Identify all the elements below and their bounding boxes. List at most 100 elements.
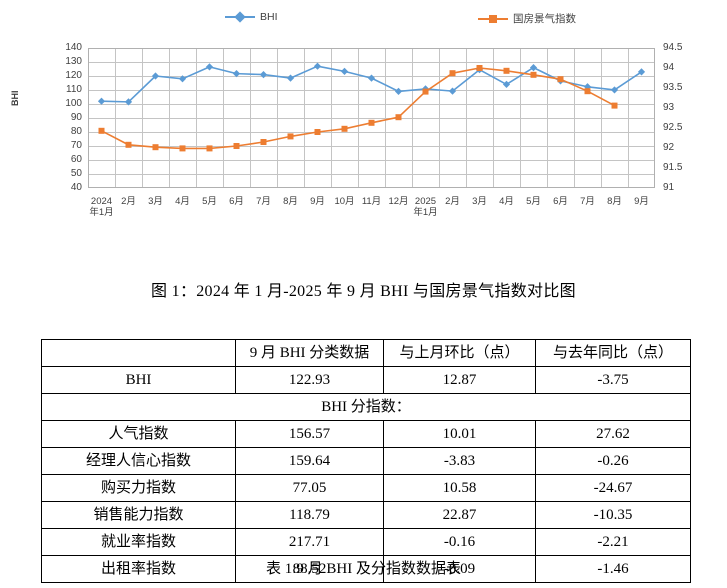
chart-legend: BHI 国房景气指数 [0,11,727,31]
table-cell-0: 118.79 [235,501,384,529]
table-cell-0: 159.64 [235,447,384,475]
legend-label-gfjq: 国房景气指数 [513,13,576,25]
y-axis-title: BHI [10,90,20,107]
x-axis-tick: 7月 [580,196,595,207]
y-axis-right-tick: 91 [663,182,675,193]
legend-marker-bhi-icon [225,11,255,23]
table-cell-0: 217.71 [235,528,384,556]
plot-area [88,48,655,188]
table-cell-0: 122.93 [235,366,384,394]
table-cell-1: -0.09 [383,555,536,583]
legend-item-gfjq[interactable]: 国房景气指数 [478,11,576,26]
y-axis-left-tick: 40 [70,182,82,193]
table-cell-1: 22.87 [383,501,536,529]
x-axis-tick: 11月 [361,196,382,207]
y-axis-right-tick: 92 [663,142,675,153]
legend-label-bhi: BHI [260,11,278,23]
table-cell-0: 77.05 [235,474,384,502]
x-axis-tick: 8月 [607,196,622,207]
table-cell-1: -3.83 [383,447,536,475]
x-axis-tick: 3月 [148,196,163,207]
x-axis-tick-year: 2025 [414,196,437,207]
x-axis-tick: 9月 [634,196,649,207]
table-header-cell-2: 与上月环比（点） [383,339,536,367]
x-axis-tick: 4月 [175,196,190,207]
y-axis-left-tick: 110 [66,84,82,95]
x-axis-tick-month: 年1月 [413,207,438,218]
y-axis-right-tick: 94 [663,62,675,73]
x-axis-tick: 7月 [256,196,271,207]
table-row-label: 购买力指数 [41,474,236,502]
y-axis-left-tick: 80 [70,126,82,137]
bhi-data-table: 9 月 BHI 分类数据 与上月环比（点） 与去年同比（点） BHI 122.93… [41,339,691,583]
y-axis-left-tick: 70 [70,140,82,151]
chart-container: BHI 国房景气指数 BHI 40 50 60 70 80 90 100 110 120 130 1… [0,0,727,300]
table-header-cell-0 [41,339,236,367]
table-row-label: 人气指数 [41,420,236,448]
table-cell-2: 27.62 [535,420,691,448]
y-axis-right-tick: 93 [663,102,675,113]
table-row: 经理人信心指数 159.64 -3.83 -0.26 [41,447,691,475]
y-axis-right-tick: 92.5 [663,122,683,133]
table-row: BHI 122.93 12.87 -3.75 [41,366,691,394]
y-axis-left-tick: 120 [65,70,82,81]
x-axis-tick-month: 年1月 [89,207,114,218]
table-row-label: BHI [41,366,236,394]
table-row: 就业率指数 217.71 -0.16 -2.21 [41,528,691,556]
y-axis-left-tick: 100 [65,98,82,109]
x-axis-tick: 2月 [445,196,460,207]
table-cell-0: 88.52 [235,555,384,583]
table-row-label: 经理人信心指数 [41,447,236,475]
x-axis-tick: 4月 [499,196,514,207]
y-axis-right-tick: 91.5 [663,162,683,173]
y-axis-left-tick: 140 [65,42,82,53]
table-cell-2: -24.67 [535,474,691,502]
x-axis-tick: 8月 [283,196,298,207]
table-cell-0: 156.57 [235,420,384,448]
chart-series [97,62,646,152]
y-axis-right-tick: 94.5 [663,42,683,53]
table-cell-2: -2.21 [535,528,691,556]
y-axis-left-tick: 60 [70,154,82,165]
table-row: 购买力指数 77.05 10.58 -24.67 [41,474,691,502]
x-axis-tick: 2025 年1月 [408,196,444,218]
x-axis-tick: 12月 [388,196,409,207]
table-cell-2: -0.26 [535,447,691,475]
table-cell-1: 12.87 [383,366,536,394]
table-row-label: 销售能力指数 [41,501,236,529]
y-axis-left-tick: 50 [70,168,82,179]
figure-caption: 图 1：2024 年 1 月-2025 年 9 月 BHI 与国房景气指数对比图 [151,283,576,300]
table-cell-2: -1.46 [535,555,691,583]
table-cell-1: 10.58 [383,474,536,502]
x-axis-tick: 10月 [334,196,355,207]
table-cell-1: -0.16 [383,528,536,556]
table-row-label: 就业率指数 [41,528,236,556]
chart-gridlines [88,48,655,188]
table-row: BHI 分指数： [41,393,691,421]
table-header-row: 9 月 BHI 分类数据 与上月环比（点） 与去年同比（点） [41,339,691,367]
x-axis-tick-year: 2024 [90,196,113,207]
table-header-cell-1: 9 月 BHI 分类数据 [235,339,384,367]
table-header-cell-3: 与去年同比（点） [535,339,691,367]
x-axis-tick: 6月 [229,196,244,207]
x-axis-tick: 6月 [553,196,568,207]
table-row: 出租率指数 88.52 -0.09 -1.46 [41,555,691,583]
table-cell-2: -10.35 [535,501,691,529]
table-row: 销售能力指数 118.79 22.87 -10.35 [41,501,691,529]
x-axis-tick: 9月 [310,196,325,207]
table-group-label: BHI 分指数： [41,393,691,421]
x-axis-tick: 5月 [202,196,217,207]
table-cell-1: 10.01 [383,420,536,448]
x-axis-tick: 2024 年1月 [84,196,120,218]
table-caption: 表 1:9 月 BHI 及分指数数据表 [265,561,461,577]
legend-marker-gfjq-icon [478,14,508,24]
table-row: 人气指数 156.57 10.01 27.62 [41,420,691,448]
y-axis-left-tick: 90 [70,112,82,123]
y-axis-right-tick: 93.5 [663,82,683,93]
table-cell-2: -3.75 [535,366,691,394]
x-axis-tick: 3月 [472,196,487,207]
legend-item-bhi[interactable]: BHI [225,11,278,23]
x-axis-tick: 5月 [526,196,541,207]
x-axis-tick: 2月 [121,196,136,207]
y-axis-left-tick: 130 [65,56,82,67]
